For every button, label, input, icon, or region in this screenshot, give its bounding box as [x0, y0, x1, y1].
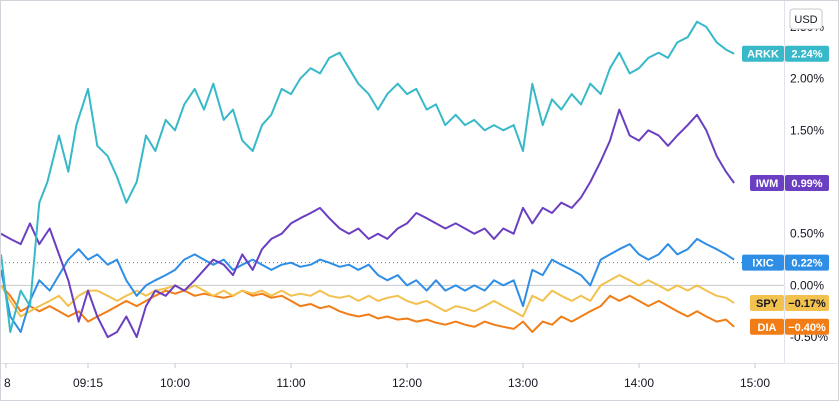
series-label-ixic: IXIC 0.22%	[742, 254, 829, 271]
x-tick-label: 13:00	[508, 376, 538, 390]
currency-badge[interactable]: USD	[789, 8, 823, 30]
series-name-text: DIA	[758, 322, 777, 334]
series-label-dia: DIA −0.40%	[750, 318, 829, 335]
series-value-box	[785, 318, 829, 335]
series-layer	[0, 20, 735, 339]
currency-label: USD	[794, 14, 817, 26]
y-tick-label: 0.50%	[790, 227, 824, 241]
series-name-box	[750, 318, 784, 335]
series-label-iwm: IWM 0.99%	[750, 175, 829, 192]
x-tick-label: 11:00	[276, 376, 305, 390]
series-labels: ARKK 2.24% IWM 0.99% IXIC 0.22% SPY −0.17% DIA −0…	[742, 45, 829, 335]
x-tick-label: 8	[4, 376, 11, 390]
series-name-text: ARKK	[747, 49, 779, 61]
x-tick-label: 14:00	[624, 376, 654, 390]
series-label-arkk: ARKK 2.24%	[742, 45, 829, 62]
y-tick-label: 0.00%	[790, 278, 824, 292]
series-line-spy[interactable]	[0, 274, 735, 318]
series-value-box	[785, 254, 829, 271]
series-line-ixic[interactable]	[0, 237, 735, 333]
series-name-text: IWM	[756, 178, 779, 190]
series-line-arkk[interactable]	[0, 20, 735, 333]
series-value-text: 2.24%	[791, 49, 822, 61]
series-line-iwm[interactable]	[0, 108, 735, 339]
series-name-box	[742, 45, 784, 62]
time-axis: 8 09:15 10:00 11:00 12:00 13:00 14:00 15:00	[4, 363, 770, 390]
series-value-text: 0.99%	[791, 178, 822, 190]
x-tick-label: 15:00	[740, 376, 770, 390]
x-tick-label: 12:00	[392, 376, 422, 390]
x-tick-label: 10:00	[160, 376, 190, 390]
series-value-box	[785, 175, 829, 192]
series-value-box	[785, 45, 829, 62]
series-value-text: −0.17%	[788, 298, 826, 310]
series-name-box	[742, 254, 784, 271]
series-name-text: SPY	[756, 298, 779, 310]
series-value-text: 0.22%	[791, 258, 822, 270]
y-tick-label: 2.00%	[790, 72, 824, 86]
x-tick-label: 09:15	[73, 376, 103, 390]
y-tick-label: 1.50%	[790, 123, 824, 137]
series-name-box	[750, 175, 784, 192]
series-line-dia[interactable]	[0, 284, 735, 333]
series-value-text: −0.40%	[788, 322, 826, 334]
series-value-box	[785, 295, 829, 312]
series-label-spy: SPY −0.17%	[750, 295, 829, 312]
series-name-text: IXIC	[752, 258, 773, 270]
series-name-box	[750, 295, 784, 312]
